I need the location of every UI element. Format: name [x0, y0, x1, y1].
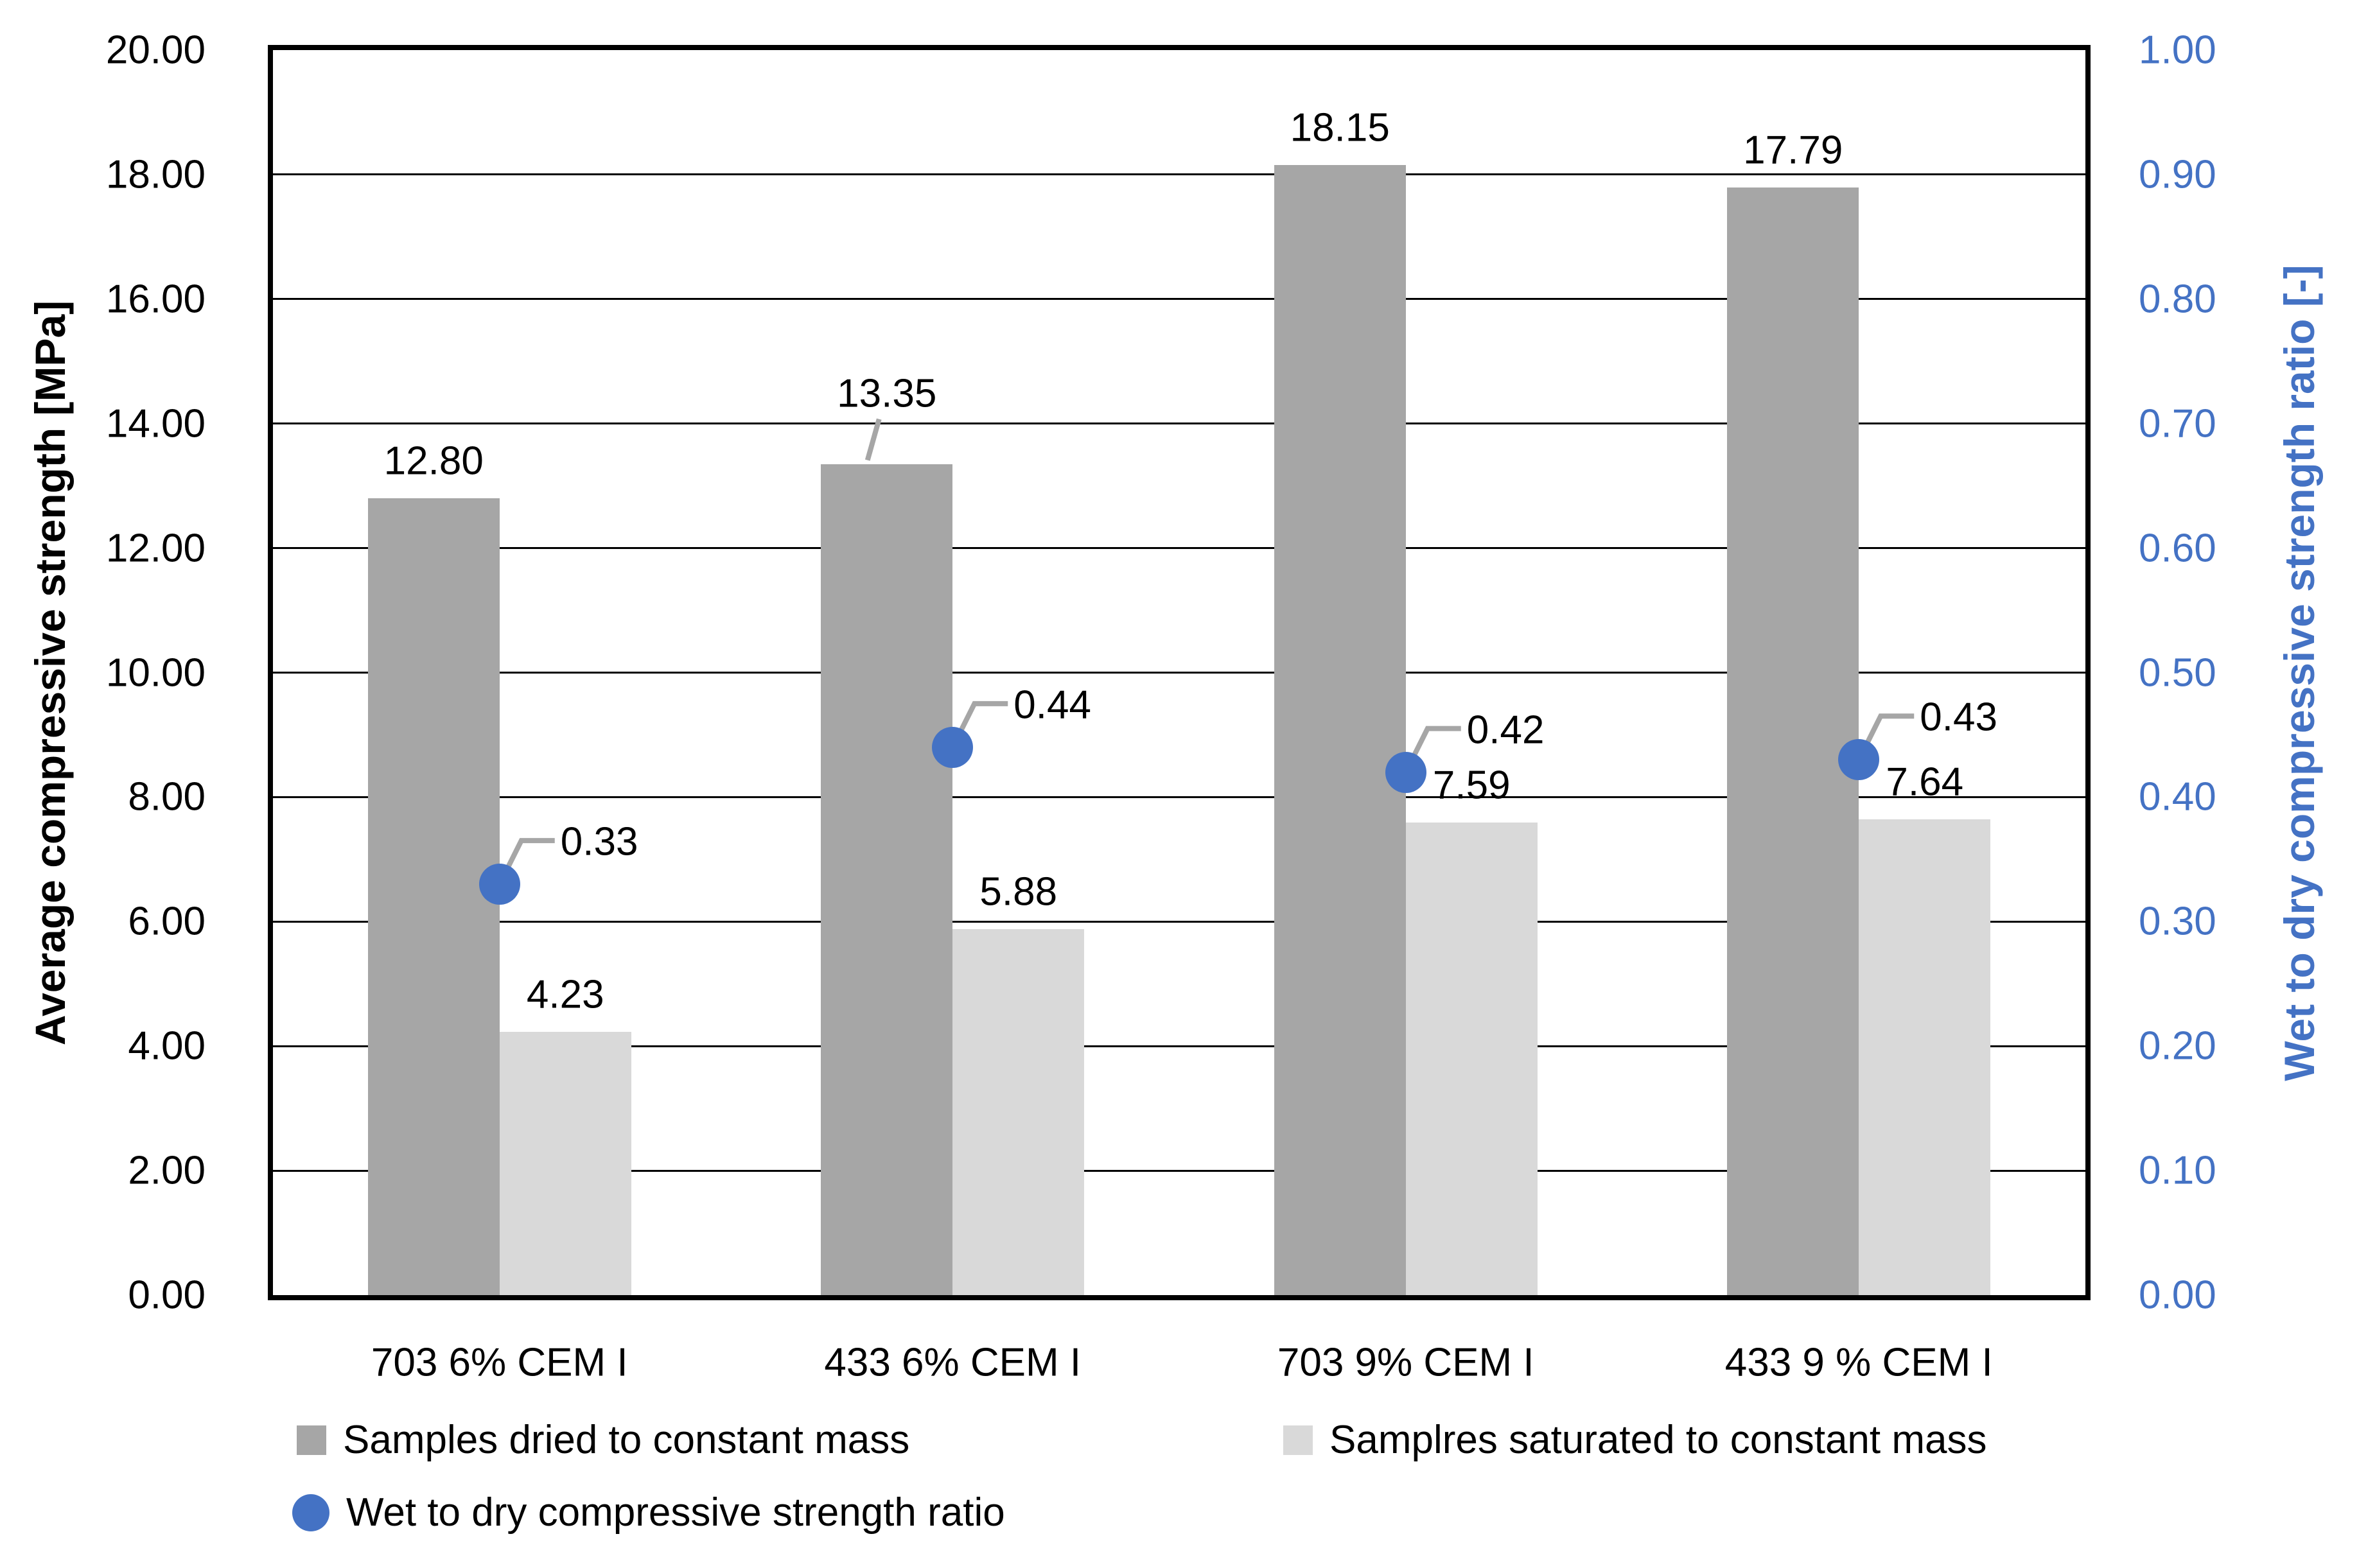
label-leader-line — [954, 701, 1008, 741]
dried-series-swatch-icon — [297, 1425, 326, 1455]
right-tick-label: 0.90 — [2139, 152, 2216, 197]
left-tick-label: 12.00 — [105, 526, 206, 571]
bar-dried — [1274, 165, 1406, 1295]
data-label-dried: 12.80 — [383, 439, 484, 483]
ratio-dot — [1385, 751, 1426, 793]
data-label-ratio: 0.44 — [1013, 683, 1091, 727]
right-tick-label: 0.20 — [2139, 1024, 2216, 1068]
bar-saturated — [1859, 819, 1991, 1295]
data-label-saturated: 4.23 — [526, 972, 604, 1017]
gridline — [273, 1045, 2085, 1047]
left-tick-label: 4.00 — [128, 1024, 206, 1068]
label-leader-line — [1860, 713, 1915, 754]
right-tick-label: 0.60 — [2139, 526, 2216, 571]
gridline — [273, 672, 2085, 674]
ratio-dot — [932, 726, 974, 768]
label-leader-line — [1407, 726, 1461, 766]
data-label-dried: 13.35 — [837, 371, 937, 416]
data-label-ratio: 0.42 — [1466, 708, 1545, 753]
category-label: 433 9 % CEM I — [1724, 1340, 1993, 1385]
left-tick-label: 0.00 — [128, 1273, 206, 1318]
gridline — [273, 796, 2085, 798]
gridline — [273, 1169, 2085, 1172]
right-tick-label: 0.10 — [2139, 1148, 2216, 1193]
data-label-dried: 18.15 — [1290, 105, 1390, 150]
data-label-ratio: 0.33 — [560, 819, 638, 864]
data-label-dried: 17.79 — [1743, 128, 1843, 173]
left-tick-label: 10.00 — [105, 650, 206, 695]
right-tick-label: 0.50 — [2139, 650, 2216, 695]
bar-dried — [1727, 187, 1859, 1295]
right-tick-label: 0.40 — [2139, 774, 2216, 819]
legend-label-ratio: Wet to dry compressive strength ratio — [346, 1490, 1005, 1535]
left-tick-label: 16.00 — [105, 277, 206, 322]
legend-item-dried: Samples dried to constant mass — [297, 1417, 909, 1463]
gridline — [273, 173, 2085, 176]
bar-saturated — [952, 928, 1085, 1295]
bar-dried — [821, 464, 953, 1295]
bar-saturated — [1405, 823, 1538, 1295]
legend-label-saturated: Samplres saturated to constant mass — [1329, 1418, 1987, 1462]
left-tick-label: 20.00 — [105, 28, 206, 73]
data-label-saturated: 7.64 — [1886, 760, 1964, 805]
bar-dried — [367, 498, 500, 1295]
saturated-series-swatch-icon — [1283, 1425, 1313, 1455]
right-tick-label: 0.70 — [2139, 401, 2216, 446]
gridline — [273, 547, 2085, 550]
right-tick-label: 0.00 — [2139, 1273, 2216, 1318]
category-label: 703 6% CEM I — [371, 1340, 628, 1385]
left-tick-label: 8.00 — [128, 774, 206, 819]
legend-item-saturated: Samplres saturated to constant mass — [1283, 1417, 1986, 1463]
right-tick-label: 0.30 — [2139, 899, 2216, 944]
left-tick-label: 18.00 — [105, 152, 206, 197]
label-leader-line — [501, 838, 555, 878]
data-label-saturated: 5.88 — [979, 869, 1058, 914]
left-tick-label: 2.00 — [128, 1148, 206, 1193]
gridline — [273, 298, 2085, 301]
bar-saturated — [499, 1031, 631, 1295]
data-label-ratio: 0.43 — [1920, 695, 1997, 740]
category-label: 703 9% CEM I — [1277, 1340, 1534, 1385]
label-leader-line — [864, 418, 882, 461]
legend-item-ratio: Wet to dry compressive strength ratio — [292, 1490, 1005, 1535]
data-label-saturated: 7.59 — [1432, 763, 1511, 808]
left-tick-label: 14.00 — [105, 401, 206, 446]
right-tick-label: 1.00 — [2139, 28, 2216, 73]
ratio-series-swatch-icon — [292, 1494, 329, 1531]
legend-label-dried: Samples dried to constant mass — [343, 1418, 910, 1462]
right-tick-label: 0.80 — [2139, 277, 2216, 322]
category-label: 433 6% CEM I — [824, 1340, 1082, 1385]
left-tick-label: 6.00 — [128, 899, 206, 944]
ratio-dot — [478, 864, 520, 905]
gridline — [273, 920, 2085, 923]
ratio-dot — [1838, 739, 1880, 781]
gridline — [273, 422, 2085, 425]
